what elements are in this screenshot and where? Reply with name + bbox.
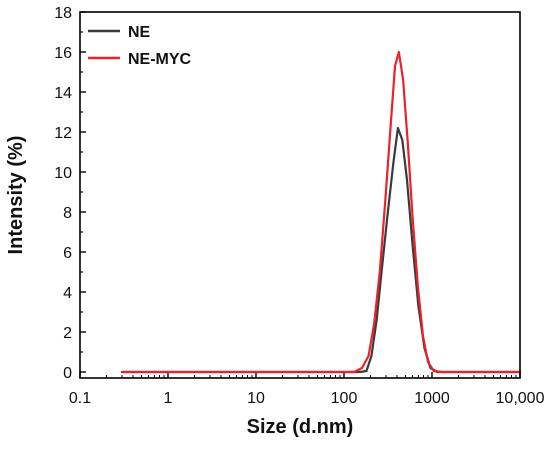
x-tick-label: 1: [164, 390, 173, 407]
y-tick-label: 8: [63, 205, 72, 222]
y-tick-label: 6: [63, 245, 72, 262]
x-tick-label: 10: [247, 390, 265, 407]
series-line-ne: [120, 126, 522, 374]
legend-label: NE-MYC: [128, 51, 192, 68]
y-tick-label: 12: [54, 125, 72, 142]
plot-frame: [79, 11, 521, 379]
legend-label: NE: [128, 24, 151, 41]
legend: NE NE-MYC: [88, 24, 192, 68]
ticks-layer: 0 2 4 6 8 10 12 14 16 18 0.1 1 10 100 1000 10,000: [54, 5, 544, 407]
x-tick-label: 100: [331, 390, 358, 407]
y-tick-label: 4: [63, 285, 72, 302]
y-tick-label: 18: [54, 5, 72, 22]
y-tick-label: 2: [63, 325, 72, 342]
series-layer: [120, 50, 522, 374]
x-tick-label: 1000: [414, 390, 450, 407]
y-tick-label: 10: [54, 165, 72, 182]
y-tick-label: 0: [63, 365, 72, 382]
series-line-ne-myc: [120, 50, 522, 374]
y-tick-label: 14: [54, 85, 72, 102]
x-axis-title: Size (d.nm): [247, 416, 354, 438]
x-tick-label: 0.1: [69, 390, 91, 407]
x-tick-label: 10,000: [496, 390, 545, 407]
y-axis-title: Intensity (%): [5, 136, 27, 255]
y-tick-label: 16: [54, 45, 72, 62]
